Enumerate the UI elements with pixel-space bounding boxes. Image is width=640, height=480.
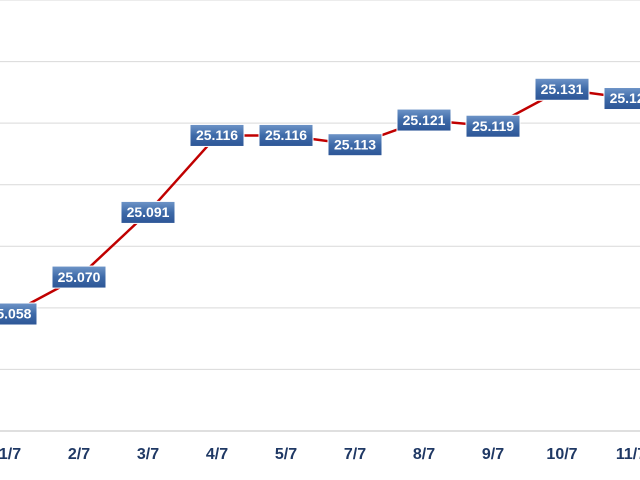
data-label-box xyxy=(465,114,521,138)
x-tick-label: 2/7 xyxy=(68,446,90,463)
data-label: 25.119 xyxy=(465,114,521,138)
data-label-text: 25.131 xyxy=(541,81,584,97)
data-label: 25.128 xyxy=(603,87,640,111)
line xyxy=(9,87,632,316)
data-label-box xyxy=(603,87,640,111)
x-tick-label: 4/7 xyxy=(206,446,228,463)
data-label-box xyxy=(258,123,314,147)
data-label: 25.113 xyxy=(327,133,383,157)
x-tick-label: 8/7 xyxy=(413,446,435,463)
data-label-text: 25.116 xyxy=(196,127,238,143)
data-label-box xyxy=(534,77,590,101)
x-tick-label: 3/7 xyxy=(137,446,159,463)
data-label-box xyxy=(51,265,107,289)
x-tick-label: 9/7 xyxy=(482,446,504,463)
data-label-box xyxy=(0,302,38,326)
data-label: 25.121 xyxy=(396,108,452,132)
data-label-text: 25.116 xyxy=(265,127,307,143)
x-tick-label: 5/7 xyxy=(275,446,297,463)
data-label-box xyxy=(189,123,245,147)
data-label: 25.091 xyxy=(120,200,176,224)
data-label: 25.070 xyxy=(51,265,107,289)
x-tick-label: 1/7 xyxy=(0,446,21,463)
data-label-text: 25.070 xyxy=(58,269,101,285)
data-label: 25.131 xyxy=(534,77,590,101)
data-label-box xyxy=(120,200,176,224)
data-label-box xyxy=(396,108,452,132)
data-label: 25.058 xyxy=(0,302,38,326)
data-label: 25.116 xyxy=(189,123,245,147)
x-tick-label: 11/7 xyxy=(616,446,640,463)
data-label-text: 25.121 xyxy=(403,112,446,128)
x-tick-label: 10/7 xyxy=(546,446,577,463)
data-label-text: 25.058 xyxy=(0,306,32,322)
data-label: 25.116 xyxy=(258,123,314,147)
data-label-text: 25.128 xyxy=(610,90,640,106)
data-label-box xyxy=(327,133,383,157)
data-label-text: 25.113 xyxy=(334,136,376,152)
data-label-text: 25.119 xyxy=(472,118,514,134)
x-tick-label: 7/7 xyxy=(344,446,366,463)
data-label-text: 25.091 xyxy=(127,204,170,220)
